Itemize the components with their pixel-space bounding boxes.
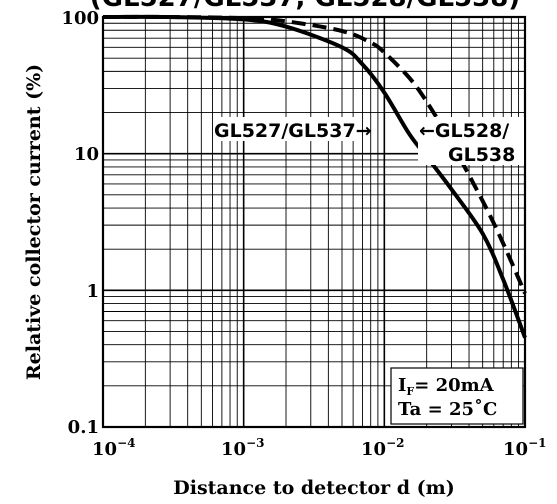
annotation-gl538: GL538 (448, 144, 515, 166)
series-line-gl528-gl538 (102, 14, 527, 295)
annotation-gl528: ←GL528/ (419, 120, 509, 142)
annotation-background (418, 117, 524, 165)
x-tick-label: 10−2 (361, 436, 404, 460)
y-tick-label: 100 (61, 8, 99, 29)
y-tick-label: 1 (86, 281, 99, 302)
y-axis-label: Relative collector current (%) (23, 64, 45, 380)
chart-title: (GL527/GL537, GL528/GL538) (90, 0, 520, 13)
y-tick-label: 10 (74, 144, 99, 165)
annotation-gl527: GL527/GL537→ (214, 120, 372, 142)
x-tick-label: 10−1 (503, 436, 546, 460)
series-layer (102, 14, 527, 339)
annotation-background (213, 117, 355, 141)
x-tick-label: 10−3 (221, 436, 264, 460)
y-tick-label: 0.1 (68, 417, 99, 438)
plot-area (103, 17, 525, 427)
x-tick-labels: 10−4 10−3 10−2 10−1 (92, 436, 546, 460)
y-tick-labels: 100 10 1 0.1 (61, 8, 99, 438)
condition-if: IF= 20mA (398, 375, 495, 398)
x-tick-label: 10−4 (92, 436, 135, 460)
conditions-box (390, 367, 524, 425)
plot-frame (101, 15, 527, 429)
condition-ta: Ta = 25˚C (398, 397, 497, 420)
grid-lines (102, 17, 525, 428)
x-axis-label: Distance to detector d (m) (173, 477, 455, 499)
